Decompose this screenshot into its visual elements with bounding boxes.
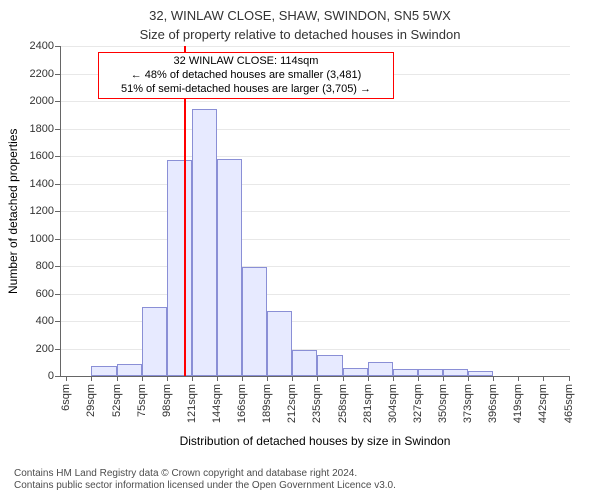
x-tick-label: 75sqm bbox=[136, 384, 148, 417]
chart-container: 32, WINLAW CLOSE, SHAW, SWINDON, SN5 5WX… bbox=[0, 0, 600, 500]
y-tick-label: 400 bbox=[36, 315, 54, 327]
x-tick-label: 144sqm bbox=[211, 384, 223, 423]
histogram-bar bbox=[267, 311, 292, 376]
x-tick-label: 396sqm bbox=[487, 384, 499, 423]
y-axis-line bbox=[60, 46, 61, 376]
histogram-bar bbox=[117, 364, 142, 376]
histogram-bar bbox=[418, 369, 443, 376]
footer-line-1: Contains HM Land Registry data © Crown c… bbox=[14, 468, 396, 480]
x-axis-line bbox=[60, 376, 570, 377]
title-1-text: 32, WINLAW CLOSE, SHAW, SWINDON, SN5 5WX bbox=[149, 8, 451, 23]
gridline bbox=[60, 156, 570, 157]
histogram-bar bbox=[217, 159, 242, 376]
x-tick-label: 419sqm bbox=[512, 384, 524, 423]
y-tick-label: 2200 bbox=[30, 68, 54, 80]
annotation-line-1: 32 WINLAW CLOSE: 114sqm bbox=[105, 55, 387, 69]
title-line-1: 32, WINLAW CLOSE, SHAW, SWINDON, SN5 5WX bbox=[0, 0, 600, 25]
gridline bbox=[60, 239, 570, 240]
x-tick-label: 350sqm bbox=[437, 384, 449, 423]
histogram-bar bbox=[91, 366, 116, 376]
gridline bbox=[60, 101, 570, 102]
x-tick-label: 327sqm bbox=[412, 384, 424, 423]
footer-line-2: Contains public sector information licen… bbox=[14, 480, 396, 492]
histogram-bar bbox=[393, 369, 418, 376]
x-tick-label: 6sqm bbox=[60, 384, 72, 411]
histogram-bar bbox=[167, 160, 192, 376]
x-tick-label: 235sqm bbox=[311, 384, 323, 423]
gridline bbox=[60, 266, 570, 267]
gridline bbox=[60, 129, 570, 130]
plot-area: 0200400600800100012001400160018002000220… bbox=[60, 46, 570, 376]
title-2-text: Size of property relative to detached ho… bbox=[140, 27, 461, 42]
histogram-bar bbox=[443, 369, 468, 376]
y-tick-label: 2000 bbox=[30, 95, 54, 107]
x-tick-label: 212sqm bbox=[286, 384, 298, 423]
x-tick-label: 465sqm bbox=[563, 384, 575, 423]
histogram-bar bbox=[242, 267, 267, 376]
x-axis-title: Distribution of detached houses by size … bbox=[60, 434, 570, 448]
y-tick-label: 1800 bbox=[30, 123, 54, 135]
x-axis-title-text: Distribution of detached houses by size … bbox=[180, 434, 451, 448]
y-tick-label: 0 bbox=[48, 370, 54, 382]
histogram-bar bbox=[292, 350, 317, 376]
y-axis-title: Number of detached properties bbox=[6, 46, 20, 376]
x-tick-label: 373sqm bbox=[462, 384, 474, 423]
y-axis-title-text: Number of detached properties bbox=[6, 128, 20, 293]
y-tick-label: 1400 bbox=[30, 178, 54, 190]
gridline bbox=[60, 294, 570, 295]
histogram-bar bbox=[317, 355, 342, 376]
gridline bbox=[60, 321, 570, 322]
histogram-bar bbox=[343, 368, 368, 376]
y-tick-label: 1200 bbox=[30, 205, 54, 217]
x-tick-label: 281sqm bbox=[362, 384, 374, 423]
annotation-line-2: ← 48% of detached houses are smaller (3,… bbox=[105, 69, 387, 83]
x-tick-label: 258sqm bbox=[337, 384, 349, 423]
gridline bbox=[60, 46, 570, 47]
annotation-line-3: 51% of semi-detached houses are larger (… bbox=[105, 83, 387, 97]
annotation-box: 32 WINLAW CLOSE: 114sqm ← 48% of detache… bbox=[98, 52, 394, 99]
y-tick-label: 200 bbox=[36, 343, 54, 355]
x-tick-label: 304sqm bbox=[387, 384, 399, 423]
x-tick-label: 52sqm bbox=[111, 384, 123, 417]
x-tick-label: 98sqm bbox=[161, 384, 173, 417]
gridline bbox=[60, 211, 570, 212]
y-tick-label: 2400 bbox=[30, 40, 54, 52]
footer-attribution: Contains HM Land Registry data © Crown c… bbox=[14, 468, 396, 492]
y-tick-label: 1600 bbox=[30, 150, 54, 162]
histogram-bar bbox=[142, 307, 167, 376]
y-tick-label: 600 bbox=[36, 288, 54, 300]
gridline bbox=[60, 184, 570, 185]
x-tick-label: 29sqm bbox=[85, 384, 97, 417]
x-tick-label: 121sqm bbox=[186, 384, 198, 423]
x-tick-label: 166sqm bbox=[236, 384, 248, 423]
histogram-bar bbox=[368, 362, 393, 376]
y-tick-label: 1000 bbox=[30, 233, 54, 245]
x-tick-label: 442sqm bbox=[537, 384, 549, 423]
histogram-bar bbox=[192, 109, 217, 376]
title-line-2: Size of property relative to detached ho… bbox=[0, 25, 600, 44]
y-tick-label: 800 bbox=[36, 260, 54, 272]
x-tick-label: 189sqm bbox=[261, 384, 273, 423]
